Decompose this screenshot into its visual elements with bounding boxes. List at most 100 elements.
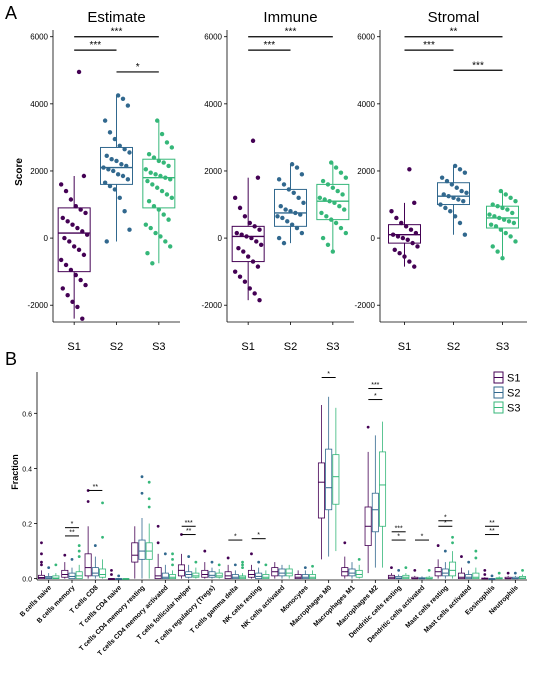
data-point xyxy=(332,200,337,206)
outlier-point xyxy=(156,541,160,545)
outlier-point xyxy=(436,544,440,547)
box-iqr xyxy=(61,569,69,578)
data-point xyxy=(155,118,160,123)
y-tick-label: 2000 xyxy=(30,167,48,176)
data-point xyxy=(145,250,150,256)
legend-item-s3: S3 xyxy=(493,401,520,415)
data-point xyxy=(399,220,404,226)
outlier-point xyxy=(513,571,517,575)
outlier-point xyxy=(77,555,81,558)
data-point xyxy=(158,173,163,179)
outlier-point xyxy=(203,549,207,553)
legend-item-s2: S2 xyxy=(493,386,520,400)
box-iqr xyxy=(201,569,209,578)
outlier-point xyxy=(233,563,237,567)
data-point xyxy=(112,187,118,192)
outlier-point xyxy=(226,556,230,560)
box-iqr xyxy=(274,188,307,227)
box-iqr xyxy=(255,572,263,580)
data-point xyxy=(495,249,500,254)
data-point xyxy=(454,185,459,190)
y-tick-label: 0 xyxy=(371,234,376,243)
outlier-point xyxy=(40,563,43,567)
box-iqr xyxy=(68,572,76,580)
box-iqr xyxy=(379,451,387,527)
data-point xyxy=(513,198,518,204)
data-point xyxy=(166,163,171,169)
panel-letter-b: B xyxy=(5,349,17,369)
series-s3 xyxy=(52,407,527,580)
outlier-point xyxy=(101,501,104,505)
data-point xyxy=(76,69,82,75)
outlier-point xyxy=(303,566,307,570)
box-iqr xyxy=(285,568,293,577)
data-point xyxy=(276,177,282,182)
data-point xyxy=(403,224,409,229)
data-point xyxy=(505,207,510,212)
legend-label: S1 xyxy=(507,373,520,385)
box-iqr xyxy=(395,576,403,580)
box-iqr xyxy=(75,571,83,580)
box-iqr xyxy=(465,574,473,580)
box-s1 xyxy=(57,69,91,321)
data-point xyxy=(495,204,500,209)
data-point xyxy=(498,227,504,232)
data-point xyxy=(291,190,296,195)
data-point xyxy=(250,259,256,264)
outlier-point xyxy=(187,555,191,558)
data-point xyxy=(73,204,78,209)
data-point xyxy=(405,237,410,242)
outlier-point xyxy=(110,568,113,572)
data-point xyxy=(63,188,69,194)
box-iqr xyxy=(84,553,92,577)
outlier-point xyxy=(241,563,244,567)
data-point xyxy=(293,210,298,216)
data-point xyxy=(159,188,165,194)
outlier-point xyxy=(217,563,221,567)
x-tick-label: T cells CD4 naive xyxy=(79,584,124,629)
data-point xyxy=(127,227,132,232)
data-point xyxy=(333,220,339,226)
data-point xyxy=(146,198,152,204)
data-point xyxy=(338,170,344,175)
outlier-point xyxy=(397,568,401,572)
data-point xyxy=(83,282,88,288)
outlier-point xyxy=(474,556,478,560)
outlier-point xyxy=(460,555,463,558)
data-point xyxy=(169,145,175,150)
data-point xyxy=(449,182,455,187)
data-point xyxy=(84,232,90,237)
significance-label: * xyxy=(444,514,447,521)
outlier-point xyxy=(210,560,214,564)
data-point xyxy=(102,118,108,123)
box-iqr xyxy=(215,572,223,578)
y-tick-label: 6000 xyxy=(30,33,48,42)
data-point xyxy=(457,167,463,172)
data-point xyxy=(150,261,155,266)
data-point xyxy=(400,235,406,241)
data-point xyxy=(148,170,153,175)
data-point xyxy=(508,234,513,239)
data-point xyxy=(296,195,301,201)
significance-label: *** xyxy=(285,27,297,38)
outlier-point xyxy=(497,571,501,575)
significance-label: * xyxy=(397,534,400,541)
data-point xyxy=(402,254,407,259)
box-iqr xyxy=(91,567,99,577)
x-tick-label: S1 xyxy=(241,341,254,353)
data-point xyxy=(441,192,446,197)
data-point xyxy=(242,214,248,219)
data-point xyxy=(161,160,166,165)
significance-label: * xyxy=(136,62,140,73)
panel-letter-a: A xyxy=(5,3,17,23)
data-point xyxy=(60,215,65,221)
data-point xyxy=(317,195,323,201)
outlier-point xyxy=(147,480,151,484)
outlier-point xyxy=(311,564,314,568)
box-iqr xyxy=(57,207,91,273)
data-point xyxy=(153,172,158,177)
data-point xyxy=(120,173,126,179)
data-point xyxy=(275,214,280,219)
x-tick-label: Macrophages M1 xyxy=(312,584,356,628)
